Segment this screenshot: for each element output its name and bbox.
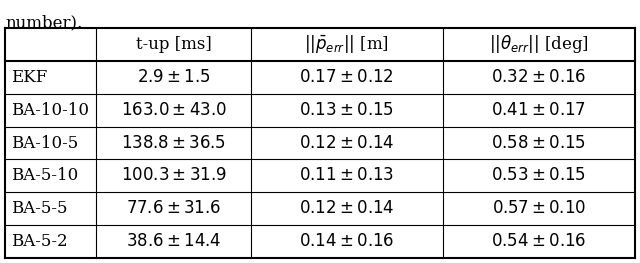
- Text: $0.14 \pm 0.16$: $0.14 \pm 0.16$: [299, 233, 394, 250]
- Text: $100.3 \pm 31.9$: $100.3 \pm 31.9$: [120, 167, 227, 184]
- Text: $0.13 \pm 0.15$: $0.13 \pm 0.15$: [300, 102, 394, 119]
- Text: $0.53 \pm 0.15$: $0.53 \pm 0.15$: [492, 167, 586, 184]
- Text: $0.58 \pm 0.15$: $0.58 \pm 0.15$: [492, 134, 586, 151]
- Text: EKF: EKF: [11, 69, 47, 86]
- Text: $0.41 \pm 0.17$: $0.41 \pm 0.17$: [492, 102, 586, 119]
- Text: $0.54 \pm 0.16$: $0.54 \pm 0.16$: [492, 233, 587, 250]
- Text: $38.6 \pm 14.4$: $38.6 \pm 14.4$: [126, 233, 221, 250]
- Text: BA-5-2: BA-5-2: [11, 233, 68, 250]
- Text: $0.57 \pm 0.10$: $0.57 \pm 0.10$: [492, 200, 586, 217]
- Text: $0.12 \pm 0.14$: $0.12 \pm 0.14$: [299, 200, 394, 217]
- Text: $77.6 \pm 31.6$: $77.6 \pm 31.6$: [126, 200, 221, 217]
- Text: $138.8 \pm 36.5$: $138.8 \pm 36.5$: [121, 134, 226, 151]
- Text: $0.17 \pm 0.12$: $0.17 \pm 0.12$: [300, 69, 394, 86]
- Text: $0.11 \pm 0.13$: $0.11 \pm 0.13$: [300, 167, 394, 184]
- Text: BA-10-5: BA-10-5: [11, 134, 78, 151]
- Text: BA-5-10: BA-5-10: [11, 167, 78, 184]
- Text: $||\theta_{err}||$ [deg]: $||\theta_{err}||$ [deg]: [489, 33, 589, 55]
- Text: BA-5-5: BA-5-5: [11, 200, 67, 217]
- Text: $0.12 \pm 0.14$: $0.12 \pm 0.14$: [299, 134, 394, 151]
- Text: BA-10-10: BA-10-10: [11, 102, 89, 119]
- Text: t-up [ms]: t-up [ms]: [136, 36, 211, 53]
- Text: $||\bar{p}_{err}||$ [m]: $||\bar{p}_{err}||$ [m]: [305, 33, 389, 55]
- Text: $0.32 \pm 0.16$: $0.32 \pm 0.16$: [492, 69, 587, 86]
- Text: $2.9 \pm 1.5$: $2.9 \pm 1.5$: [136, 69, 211, 86]
- Text: $163.0 \pm 43.0$: $163.0 \pm 43.0$: [120, 102, 227, 119]
- Text: number).: number).: [5, 14, 83, 31]
